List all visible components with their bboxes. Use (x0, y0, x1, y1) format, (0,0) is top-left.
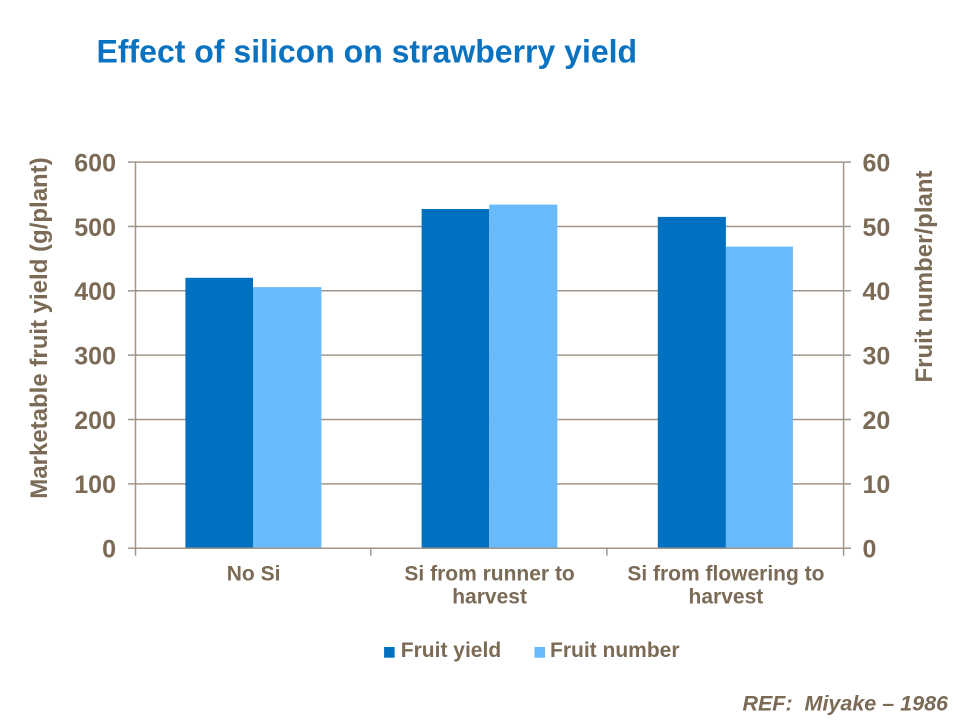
svg-text:50: 50 (863, 214, 891, 242)
svg-text:REF: Miyake – 1986: REF: Miyake – 1986 (742, 692, 949, 716)
svg-text:Effect of silicon on strawberr: Effect of silicon on strawberry yield (97, 34, 638, 70)
svg-text:30: 30 (863, 343, 891, 371)
svg-text:0: 0 (102, 536, 116, 564)
svg-text:Marketable fruit yield (g/plan: Marketable fruit yield (g/plant) (26, 157, 53, 498)
svg-text:500: 500 (74, 214, 116, 242)
svg-text:300: 300 (74, 343, 116, 371)
svg-text:harvest: harvest (689, 585, 764, 608)
svg-text:60: 60 (863, 150, 891, 178)
svg-text:0: 0 (863, 536, 877, 564)
svg-text:40: 40 (863, 278, 891, 306)
svg-text:100: 100 (74, 471, 116, 499)
svg-text:Fruit number/plant: Fruit number/plant (911, 171, 938, 383)
svg-text:Fruit number: Fruit number (550, 639, 680, 662)
svg-text:Fruit yield: Fruit yield (401, 639, 501, 662)
svg-text:200: 200 (74, 407, 116, 435)
svg-text:Si from runner to: Si from runner to (404, 562, 574, 585)
svg-text:400: 400 (74, 278, 116, 306)
svg-text:20: 20 (863, 407, 891, 435)
svg-text:600: 600 (74, 150, 116, 178)
svg-text:No Si: No Si (227, 562, 281, 585)
svg-text:10: 10 (863, 471, 891, 499)
svg-text:Si from flowering to: Si from flowering to (627, 562, 824, 585)
svg-text:harvest: harvest (452, 585, 527, 608)
